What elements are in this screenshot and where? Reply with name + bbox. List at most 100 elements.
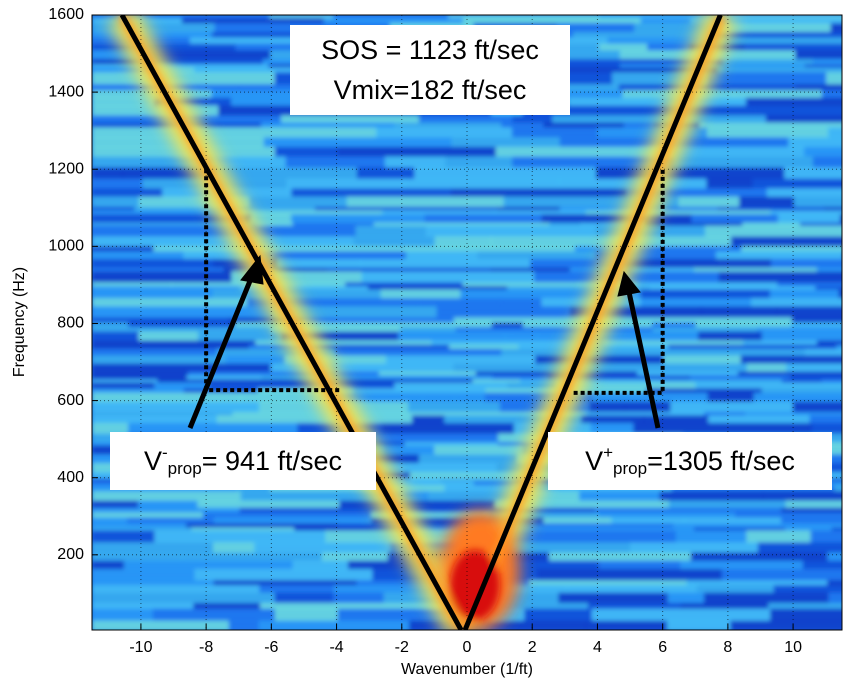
heatmap-cell bbox=[746, 363, 787, 373]
heatmap-cell bbox=[549, 222, 582, 227]
heatmap-cell bbox=[92, 552, 184, 562]
heatmap-cell bbox=[598, 560, 682, 571]
annotation: V-prop= 941 ft/sec bbox=[144, 443, 342, 478]
heatmap-cell bbox=[346, 196, 505, 208]
heatmap-cell bbox=[92, 620, 230, 630]
heatmap-cell bbox=[781, 507, 842, 514]
heatmap-cell bbox=[92, 306, 275, 319]
heatmap-cell bbox=[382, 210, 495, 216]
heatmap-cell bbox=[281, 331, 400, 342]
heatmap-cell bbox=[741, 246, 842, 253]
heatmap-cell bbox=[404, 441, 499, 447]
heatmap-cell bbox=[92, 236, 279, 248]
heatmap-cell bbox=[695, 322, 792, 329]
heatmap-cell bbox=[815, 286, 842, 291]
heatmap-cell bbox=[490, 236, 628, 248]
heatmap-cell bbox=[402, 500, 497, 509]
heatmap-cell bbox=[333, 592, 385, 604]
heatmap-cell bbox=[92, 585, 261, 594]
x-tick-label: -4 bbox=[329, 639, 343, 656]
heatmap-cell bbox=[154, 97, 232, 107]
heatmap-cell bbox=[274, 592, 335, 604]
heatmap-cell bbox=[519, 379, 661, 384]
heatmap-cell bbox=[454, 392, 486, 403]
heatmap-cell bbox=[128, 322, 236, 329]
heatmap-cell bbox=[246, 289, 382, 300]
heatmap-cell bbox=[239, 507, 430, 514]
heatmap-cell bbox=[290, 214, 426, 224]
heatmap-cell bbox=[323, 18, 464, 25]
heatmap-cell bbox=[508, 527, 695, 532]
heatmap-cell bbox=[92, 500, 140, 509]
heatmap-cell bbox=[92, 344, 138, 350]
heatmap-cell bbox=[92, 225, 254, 238]
heatmap-cell bbox=[690, 18, 842, 25]
heatmap-cell bbox=[462, 18, 642, 25]
heatmap-cell bbox=[187, 371, 268, 377]
heatmap-cell bbox=[742, 340, 818, 346]
heatmap-cell bbox=[694, 267, 818, 273]
heatmap-cell bbox=[92, 388, 185, 394]
heatmap-cell bbox=[591, 608, 772, 622]
heatmap-cell bbox=[356, 167, 416, 180]
heatmap-cell bbox=[406, 246, 576, 253]
heatmap-cell bbox=[711, 115, 767, 124]
guide-line bbox=[573, 169, 665, 395]
heatmap-cell bbox=[761, 331, 842, 342]
heatmap-cell bbox=[598, 512, 736, 519]
x-tick-label: 0 bbox=[463, 639, 472, 656]
heatmap-cell bbox=[811, 422, 842, 435]
heatmap-cell bbox=[451, 188, 628, 198]
heatmap-cell bbox=[672, 146, 805, 158]
heatmap-cell bbox=[543, 122, 625, 129]
heatmap-cell bbox=[197, 500, 341, 509]
heatmap-cell bbox=[535, 355, 665, 365]
heatmap-cell bbox=[512, 115, 554, 124]
arrow bbox=[187, 275, 255, 429]
heatmap-cell bbox=[92, 327, 272, 333]
heatmap-cell bbox=[630, 542, 759, 554]
heatmap-cell bbox=[603, 340, 744, 346]
heatmap-cell bbox=[443, 485, 558, 493]
heatmap-cell bbox=[231, 271, 363, 284]
heatmap-cell bbox=[216, 415, 329, 424]
heatmap-cell bbox=[92, 602, 195, 610]
heatmap-cell bbox=[668, 344, 838, 350]
y-axis-label: Frequency (Hz) bbox=[11, 267, 28, 377]
heatmap-cell bbox=[836, 344, 842, 350]
heatmap-cell bbox=[722, 58, 814, 66]
heatmap-cell bbox=[92, 246, 155, 253]
heatmap-cell bbox=[258, 620, 411, 630]
heatmap-cell bbox=[497, 206, 561, 212]
heatmap-cell bbox=[92, 375, 188, 381]
heatmap-cell bbox=[581, 415, 645, 424]
heatmap-cell bbox=[92, 401, 261, 413]
heatmap-cell bbox=[394, 122, 503, 129]
heatmap-cell bbox=[791, 317, 842, 324]
heatmap-cell bbox=[745, 137, 790, 148]
heatmap-cell bbox=[595, 251, 717, 260]
heatmap-cell bbox=[138, 196, 250, 208]
heatmap-cell bbox=[92, 271, 233, 284]
heatmap-cell bbox=[761, 388, 842, 394]
heatmap-cell bbox=[827, 580, 842, 587]
heatmap-cell bbox=[753, 392, 842, 403]
heatmap-cell bbox=[248, 344, 316, 350]
heatmap-cell bbox=[92, 97, 156, 107]
heatmap-cell bbox=[703, 592, 830, 604]
heatmap-cell bbox=[183, 251, 254, 260]
heatmap-cell bbox=[92, 167, 124, 180]
heatmap-cell bbox=[484, 392, 594, 403]
heatmap-cell bbox=[211, 31, 311, 39]
heatmap-cell bbox=[524, 608, 593, 622]
heatmap-cell bbox=[444, 602, 589, 610]
heatmap-cell bbox=[821, 379, 842, 384]
heatmap-cell bbox=[348, 322, 493, 329]
heatmap-cell bbox=[411, 415, 446, 424]
heatmap-cell bbox=[378, 371, 477, 377]
heatmap-cell bbox=[541, 214, 652, 224]
heatmap-cell bbox=[263, 137, 453, 148]
heatmap-cell bbox=[92, 507, 241, 514]
series bbox=[119, 15, 723, 630]
